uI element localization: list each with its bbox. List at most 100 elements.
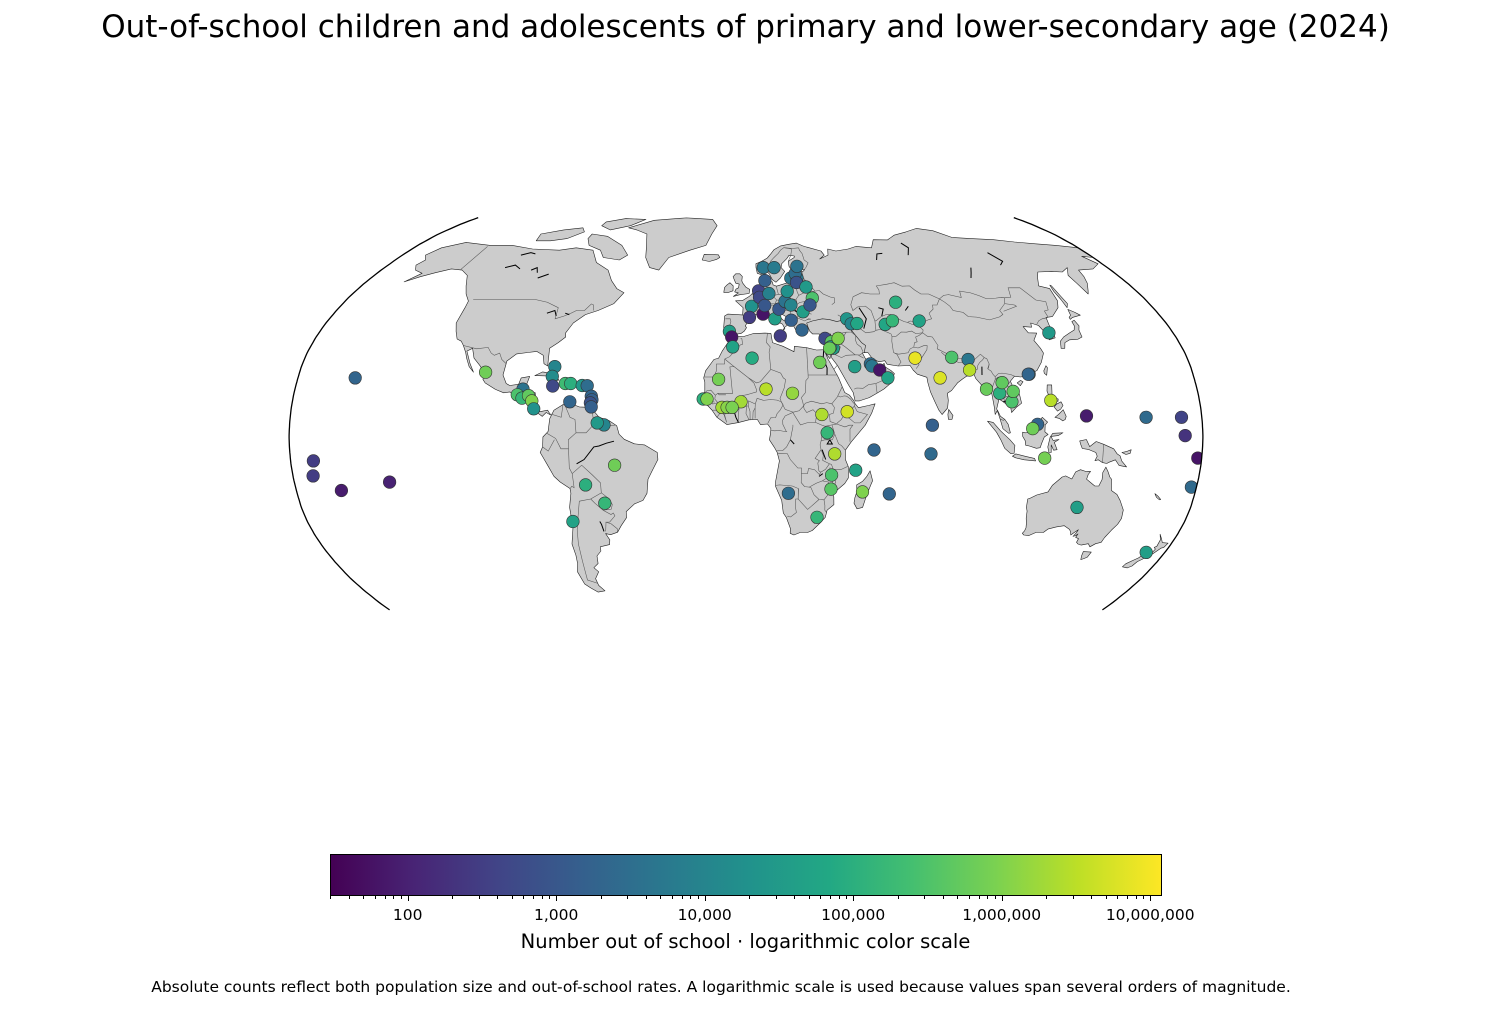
country-border: [776, 424, 794, 452]
colorbar-minor-tick: [794, 896, 796, 899]
country-border: [819, 440, 849, 470]
inland-water: [987, 252, 1004, 266]
data-point: [578, 478, 593, 492]
colorbar-tick-label: 1,000,000: [962, 906, 1042, 924]
colorbar-major-tick: [1001, 896, 1003, 901]
data-point: [745, 351, 759, 365]
inland-water: [504, 264, 521, 270]
colorbar-minor-tick: [1135, 896, 1137, 899]
data-point: [1139, 545, 1153, 560]
data-point: [993, 386, 1007, 400]
colorbar-minor-tick: [681, 896, 683, 899]
colorbar-tick-label: 1,000: [534, 906, 579, 924]
country-border: [874, 314, 908, 331]
colorbar-minor-tick: [838, 896, 840, 899]
country-border: [939, 297, 1005, 321]
data-points-layer: [306, 259, 1203, 560]
data-point: [867, 443, 881, 457]
country-border: [891, 298, 940, 337]
country-border: [1036, 317, 1048, 325]
data-point: [850, 316, 864, 331]
colorbar-minor-tick: [830, 896, 832, 899]
country-border: [820, 463, 830, 473]
inland-water: [821, 449, 827, 460]
landmass-ellesmere: [601, 218, 647, 231]
data-point: [758, 274, 772, 288]
colorbar-minor-tick: [924, 896, 926, 899]
landmass-sulawesi: [1047, 432, 1064, 453]
colorbar-major-tick: [407, 896, 409, 901]
data-point: [780, 284, 794, 298]
data-point: [933, 371, 947, 385]
country-border: [988, 363, 990, 369]
colorbar-minor-tick: [749, 896, 751, 899]
data-point: [1139, 410, 1153, 424]
data-point: [767, 261, 781, 275]
data-point: [925, 418, 940, 432]
data-point: [803, 298, 817, 312]
inland-water: [565, 312, 570, 316]
data-point: [855, 485, 870, 499]
colorbar-minor-tick: [1117, 896, 1119, 899]
country-border: [875, 383, 878, 394]
colorbar-minor-tick: [942, 896, 944, 899]
colorbar-minor-tick: [384, 896, 386, 899]
colorbar-tick-label: 100: [392, 906, 423, 924]
data-point: [810, 510, 824, 524]
map-outline: [288, 216, 1204, 611]
data-point: [348, 371, 362, 385]
landmass-baffin: [587, 233, 628, 261]
country-border: [550, 403, 564, 418]
country-border: [546, 403, 577, 450]
data-point: [995, 376, 1009, 390]
colorbar-minor-tick: [645, 896, 647, 899]
country-border: [974, 357, 985, 371]
data-point: [1006, 384, 1020, 399]
country-border: [894, 332, 923, 355]
data-point: [1178, 429, 1192, 443]
country-border: [568, 448, 575, 489]
country-border: [806, 347, 809, 376]
colorbar: [330, 854, 1162, 896]
data-point: [840, 405, 854, 419]
colorbar-minor-tick: [393, 896, 395, 899]
inland-water: [599, 521, 605, 532]
colorbar-major-tick: [556, 896, 558, 901]
colorbar-minor-tick: [846, 896, 848, 899]
country-border: [745, 405, 750, 420]
inland-water: [826, 439, 834, 445]
country-border: [939, 287, 1049, 318]
country-border: [837, 424, 854, 442]
colorbar-minor-tick: [452, 896, 454, 899]
country-border: [803, 400, 838, 425]
country-border: [797, 488, 820, 510]
inland-water: [818, 473, 824, 477]
country-border: [797, 317, 811, 322]
inland-water: [876, 252, 883, 261]
inland-water: [530, 266, 538, 273]
data-point: [598, 496, 612, 510]
country-border: [777, 449, 822, 476]
country-border: [1102, 444, 1104, 463]
colorbar-major-tick: [853, 896, 855, 901]
country-border: [473, 299, 594, 320]
data-point: [799, 280, 813, 294]
data-point: [784, 313, 798, 327]
colorbar-minor-tick: [1046, 896, 1048, 899]
colorbar-minor-tick: [511, 896, 513, 899]
landmass-mindanao: [1054, 409, 1067, 422]
landmass-north-america: [403, 242, 625, 417]
data-point: [334, 483, 349, 498]
data-point: [566, 514, 580, 529]
country-border: [999, 418, 1005, 421]
colorbar-minor-tick: [897, 896, 899, 899]
data-point: [820, 426, 834, 440]
data-point: [785, 386, 800, 400]
colorbar-minor-tick: [1105, 896, 1107, 899]
colorbar-minor-tick: [1072, 896, 1074, 899]
data-point: [607, 458, 622, 472]
colorbar-major-tick: [704, 896, 706, 901]
inland-water: [790, 439, 795, 445]
data-point: [306, 454, 321, 468]
colorbar-minor-tick: [957, 896, 958, 899]
